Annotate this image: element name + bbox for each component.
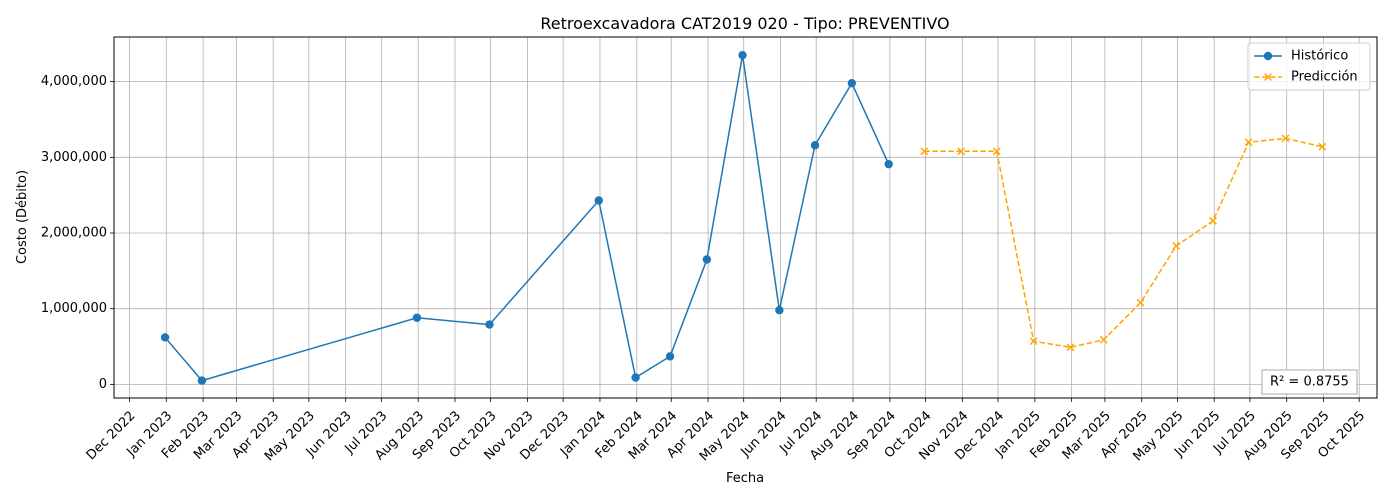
data-point bbox=[738, 50, 747, 60]
y-tick-label: 1,000,000 bbox=[41, 301, 107, 316]
legend-item: Predicción bbox=[1254, 70, 1358, 85]
data-point bbox=[412, 313, 422, 322]
r-squared-annotation: R² = 0.8755 bbox=[1261, 369, 1358, 395]
legend-item: Histórico bbox=[1254, 49, 1348, 64]
grid bbox=[114, 37, 1377, 398]
data-point bbox=[594, 196, 603, 205]
data-point bbox=[1029, 337, 1038, 346]
legend-label: Histórico bbox=[1291, 49, 1348, 64]
data-point bbox=[1172, 241, 1181, 250]
data-point bbox=[775, 306, 784, 315]
annotation-layer: R² = 0.8755 bbox=[1261, 369, 1358, 395]
data-point bbox=[992, 147, 1001, 156]
series-line bbox=[924, 137, 1323, 349]
x-axis-title: Fecha bbox=[726, 471, 764, 486]
data-point bbox=[1066, 343, 1075, 352]
series-layer bbox=[160, 50, 1327, 385]
data-point bbox=[1209, 216, 1217, 225]
data-point bbox=[631, 373, 640, 382]
data-point bbox=[957, 147, 966, 156]
data-point bbox=[810, 141, 820, 150]
plot-frame bbox=[113, 36, 1378, 399]
y-axis: 0 1,000,000 2,000,000 3,000,000 4,000,000 bbox=[41, 74, 114, 392]
y-tick-label: 3,000,000 bbox=[41, 150, 107, 165]
data-point bbox=[1318, 142, 1327, 151]
chart-title: Retroexcavadora CAT2019 020 - Tipo: PREV… bbox=[540, 14, 949, 33]
legend-swatch-marker bbox=[1264, 73, 1272, 81]
series-historico bbox=[160, 50, 893, 385]
legend-box bbox=[1247, 42, 1371, 91]
data-point bbox=[1136, 298, 1145, 307]
legend-swatch-marker bbox=[1263, 51, 1273, 61]
annotation-box bbox=[1261, 369, 1358, 395]
series-prediccion bbox=[920, 134, 1327, 352]
data-point bbox=[884, 159, 893, 169]
annotation-text: R² = 0.8755 bbox=[1270, 375, 1349, 390]
series-line bbox=[164, 55, 890, 382]
data-point bbox=[1244, 138, 1253, 147]
y-tick-label: 2,000,000 bbox=[41, 226, 107, 241]
y-tick-label: 4,000,000 bbox=[41, 74, 107, 89]
data-point bbox=[485, 320, 494, 329]
data-point bbox=[197, 376, 207, 385]
data-point bbox=[920, 147, 929, 156]
y-axis-title: Costo (Débito) bbox=[15, 170, 30, 264]
y-tick-label: 0 bbox=[99, 377, 107, 392]
legend-label: Predicción bbox=[1291, 70, 1358, 85]
data-point bbox=[160, 333, 170, 342]
data-point bbox=[1099, 335, 1108, 344]
data-point bbox=[665, 352, 675, 361]
legend: Histórico Predicción bbox=[1247, 42, 1371, 91]
data-point bbox=[1281, 134, 1290, 143]
data-point bbox=[847, 78, 857, 88]
data-point bbox=[702, 255, 712, 264]
